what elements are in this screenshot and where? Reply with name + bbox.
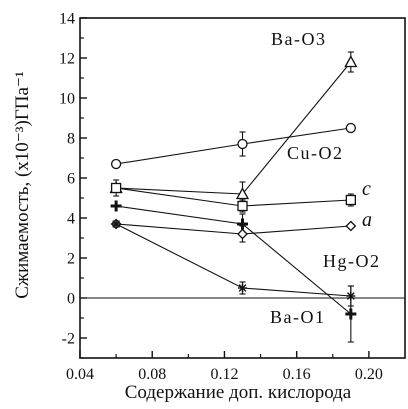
- series-label-cu-o2: Cu-O2: [287, 143, 344, 163]
- y-tick-label: 4: [67, 211, 75, 228]
- x-tick-label: 0.12: [210, 366, 238, 383]
- marker-square: [345, 194, 356, 206]
- x-tick-label: 0.16: [283, 366, 311, 383]
- marker-asterisk: [238, 283, 247, 293]
- plot-frame: [79, 17, 406, 359]
- marker-asterisk: [346, 291, 356, 301]
- series-label-a: a: [362, 209, 372, 231]
- x-tick-label: 0.20: [355, 366, 383, 383]
- x-tick-label: 0.04: [66, 366, 94, 383]
- y-tick-label: 8: [67, 131, 75, 148]
- y-tick-label: 10: [59, 91, 75, 108]
- marker-circle: [237, 138, 248, 150]
- series-label-hg-o2: Hg-O2: [323, 251, 381, 271]
- markers: [109, 55, 358, 320]
- x-axis-title: Содержание доп. кислорода: [125, 382, 352, 403]
- marker-diamond: [237, 228, 248, 240]
- series-label-ba-o1: Ba-O1: [270, 307, 326, 327]
- x-tick-label: 0.08: [138, 366, 166, 383]
- marker-asterisk-stroke: [346, 292, 355, 300]
- marker-cross: [345, 308, 357, 320]
- marker-cross: [237, 218, 248, 230]
- marker-asterisk: [111, 219, 121, 229]
- marker-triangle: [344, 55, 358, 68]
- y-tick-label: 2: [67, 251, 75, 268]
- y-axis-title: Сжимаемость, (x10⁻³)ГПа⁻¹: [12, 71, 33, 299]
- marker-triangle: [235, 187, 250, 200]
- y-tick-label: 6: [67, 171, 75, 188]
- marker-asterisk-stroke: [238, 284, 247, 292]
- series-label-c: c: [362, 178, 371, 200]
- series-label-ba-o3: Ba-O3: [271, 29, 327, 49]
- y-tick-label: -2: [62, 331, 75, 348]
- marker-cross: [110, 200, 122, 212]
- y-tick-label: 12: [59, 51, 75, 68]
- labels: Ba-O3 Cu-O2 ca Hg-O2 Ba-O1: [270, 29, 381, 327]
- marker-circle: [345, 122, 356, 134]
- plot-border: [79, 17, 406, 359]
- marker-square: [237, 200, 248, 212]
- y-tick-label: 0: [67, 291, 75, 308]
- marker-square: [110, 182, 122, 194]
- ticks: -2 0 2 4 6 8 10 12 14 0.04 0.08 0.12 0.16 0.20: [59, 11, 383, 384]
- marker-circle: [110, 158, 122, 170]
- marker-asterisk-stroke: [112, 220, 120, 228]
- y-tick-label: 14: [59, 11, 75, 28]
- marker-diamond: [345, 220, 357, 232]
